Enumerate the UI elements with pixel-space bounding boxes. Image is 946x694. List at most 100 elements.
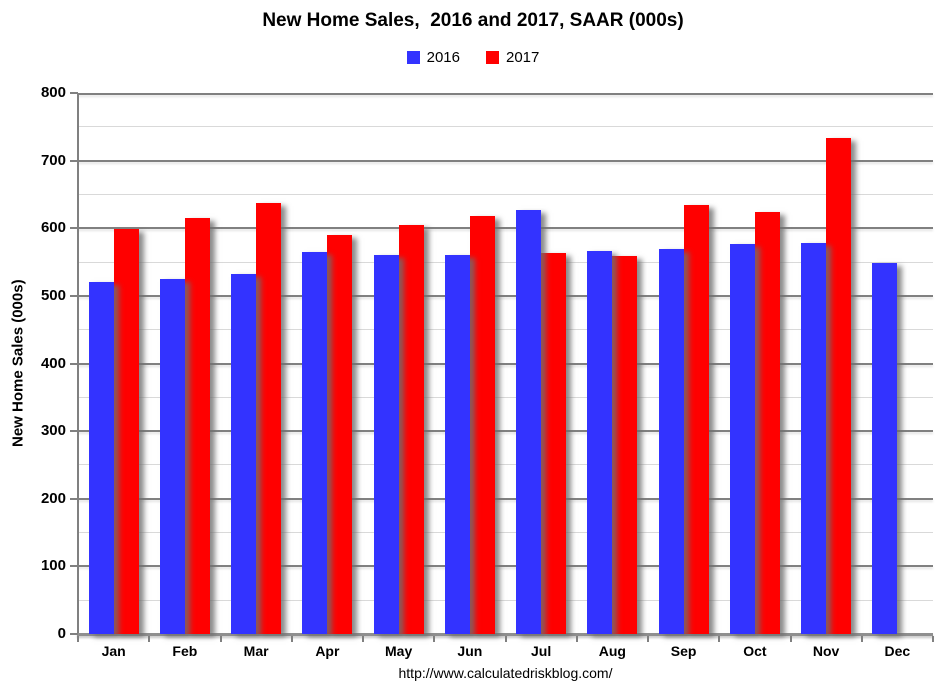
x-tick-mark-3	[290, 636, 293, 642]
bar-2016-feb	[159, 278, 185, 634]
minor-gridline-250	[78, 464, 933, 466]
bar-group-feb	[149, 93, 220, 634]
x-label-aug: Aug	[598, 643, 626, 659]
y-tick-label-600: 600	[40, 219, 66, 237]
bar-2016-jun	[444, 255, 470, 634]
major-gridline-700	[78, 159, 933, 162]
y-tick-label-800: 800	[40, 84, 66, 101]
x-label-nov: Nov	[812, 643, 840, 659]
minor-gridline-450	[78, 329, 933, 331]
bar-group-jan	[78, 93, 149, 634]
x-label-mar: Mar	[243, 643, 269, 659]
x-label-jun: Jun	[457, 643, 483, 659]
y-tick-mark-100	[70, 565, 78, 568]
bar-2016-jan	[88, 282, 114, 634]
y-tick-label-700: 700	[40, 151, 66, 169]
y-tick-label-200: 200	[40, 489, 66, 507]
x-label-dec: Dec	[884, 643, 911, 659]
y-tick-label-0: 0	[57, 625, 66, 642]
chart-title: New Home Sales, 2016 and 2017, SAAR (000…	[262, 10, 684, 31]
legend-swatch-2017-icon	[486, 51, 499, 64]
x-tick-mark-5	[433, 636, 436, 642]
bar-2017-may	[398, 224, 424, 634]
bar-2016-apr	[302, 251, 328, 634]
bar-2016-jul	[516, 210, 542, 634]
x-label-sep: Sep	[670, 643, 697, 659]
minor-gridline-50	[78, 599, 933, 601]
bar-2016-may	[373, 255, 399, 634]
x-tick-mark-10	[789, 636, 792, 642]
bar-group-mar	[221, 93, 292, 634]
x-label-apr: Apr	[315, 643, 340, 659]
y-tick-mark-800	[70, 92, 78, 94]
x-tick-mark-0	[77, 636, 79, 642]
y-tick-mark-0	[70, 633, 78, 635]
bar-2017-aug	[612, 255, 638, 634]
bar-group-oct	[719, 93, 790, 634]
x-tick-mark-4	[362, 636, 364, 642]
bar-group-dec	[862, 93, 933, 634]
x-tick-mark-11	[860, 636, 863, 642]
y-tick-mark-200	[70, 497, 78, 500]
y-tick-mark-700	[70, 159, 78, 162]
bar-2017-oct	[754, 212, 780, 634]
bar-2017-jan	[113, 228, 139, 634]
x-tick-mark-9	[718, 636, 721, 642]
x-label-feb: Feb	[172, 643, 198, 659]
major-gridline-800	[78, 93, 933, 95]
y-tick-label-500: 500	[40, 286, 66, 304]
x-axis-labels: Jan Feb Mar Apr May Jun Jul Aug Sep Oct Nov Dec	[78, 643, 933, 659]
y-tick-label-100: 100	[40, 557, 66, 575]
bar-2016-sep	[658, 248, 684, 634]
minor-gridline-150	[78, 532, 933, 534]
bar-2016-nov	[801, 243, 827, 634]
major-gridline-400	[78, 362, 933, 365]
y-tick-mark-500	[70, 294, 78, 297]
minor-gridline-750	[78, 126, 933, 128]
plot-area	[78, 93, 933, 634]
legend-item-2017: 2017	[486, 49, 539, 66]
x-tick-mark-8	[647, 636, 649, 642]
bar-2017-feb	[184, 218, 210, 634]
legend-item-2016: 2016	[406, 49, 460, 66]
minor-gridline-350	[78, 396, 933, 398]
y-tick-mark-600	[70, 227, 78, 230]
bar-2017-nov	[826, 138, 852, 634]
bar-2017-jun	[469, 216, 495, 634]
major-gridline-600	[78, 227, 933, 230]
y-tick-mark-300	[70, 430, 78, 433]
y-tick-mark-400	[70, 362, 78, 365]
legend: 2016 2017	[0, 49, 946, 66]
bars-container	[78, 93, 933, 634]
bar-2017-sep	[683, 204, 709, 634]
legend-label-2016: 2016	[426, 49, 460, 66]
bar-2017-jul	[541, 252, 567, 634]
bar-2016-mar	[231, 273, 257, 634]
y-tick-label-300: 300	[40, 422, 66, 440]
y-axis-line	[77, 93, 79, 634]
bar-group-nov	[791, 93, 862, 634]
bar-2017-apr	[327, 235, 353, 634]
minor-gridline-550	[78, 261, 933, 263]
bar-group-sep	[648, 93, 719, 634]
bar-2017-mar	[256, 202, 282, 634]
x-label-may: May	[385, 643, 413, 659]
x-tick-mark-7	[575, 636, 578, 642]
legend-label-2017: 2017	[506, 49, 540, 66]
major-gridline-300	[78, 430, 933, 433]
x-tick-mark-6	[504, 636, 507, 642]
x-tick-mark-2	[219, 636, 222, 642]
major-gridline-100	[78, 565, 933, 568]
bar-group-jun	[434, 93, 505, 634]
bar-group-aug	[577, 93, 648, 634]
y-tick-label-400: 400	[40, 354, 66, 372]
x-label-oct: Oct	[743, 643, 767, 659]
x-tick-mark-1	[148, 636, 151, 642]
bar-2016-oct	[729, 243, 755, 634]
gridlines	[78, 93, 933, 634]
x-label-jan: Jan	[101, 643, 126, 659]
x-label-jul: Jul	[531, 643, 552, 659]
bar-2016-aug	[587, 250, 613, 634]
legend-swatch-2016-icon	[406, 51, 420, 64]
bar-group-may	[363, 93, 434, 634]
